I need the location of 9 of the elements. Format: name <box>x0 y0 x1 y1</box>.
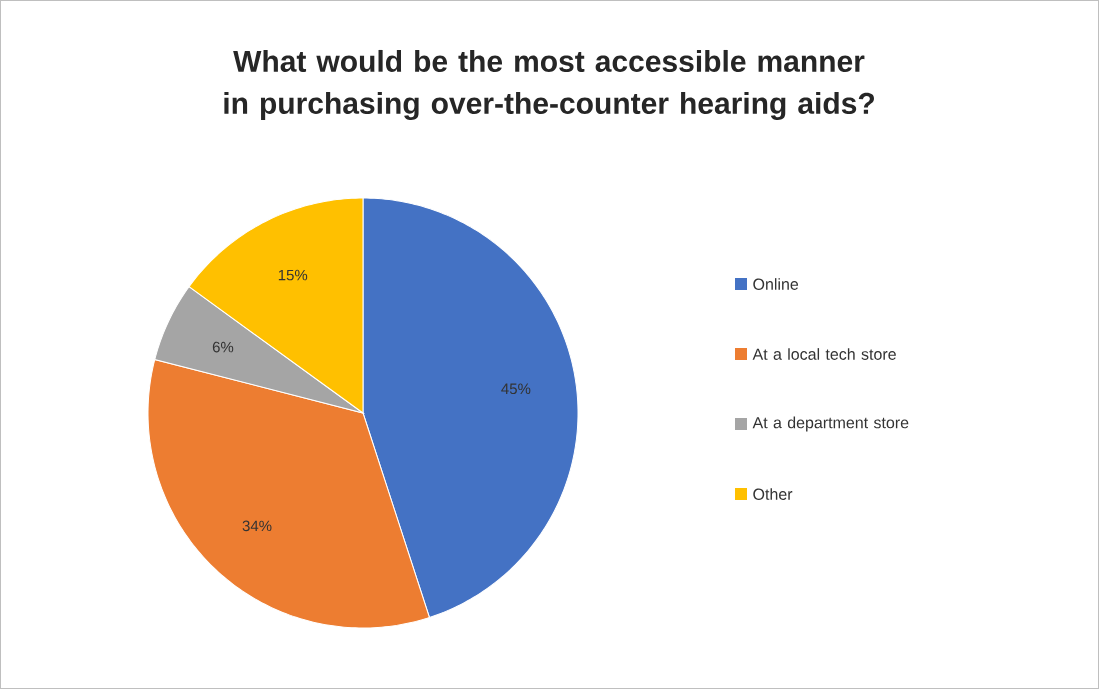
legend-label: At a local tech store <box>752 348 896 360</box>
chart-title: What would be the most accessible manner in purchasing over-the-counter hearing aids? <box>224 49 874 121</box>
legend-label: At a department store <box>752 416 909 432</box>
legend-label: Other <box>753 488 793 500</box>
data-label: 15% <box>278 269 308 281</box>
data-label: 45% <box>501 383 531 395</box>
legend-label: Online <box>753 278 799 290</box>
data-label: 6% <box>212 341 234 353</box>
data-label: 34% <box>242 520 272 532</box>
